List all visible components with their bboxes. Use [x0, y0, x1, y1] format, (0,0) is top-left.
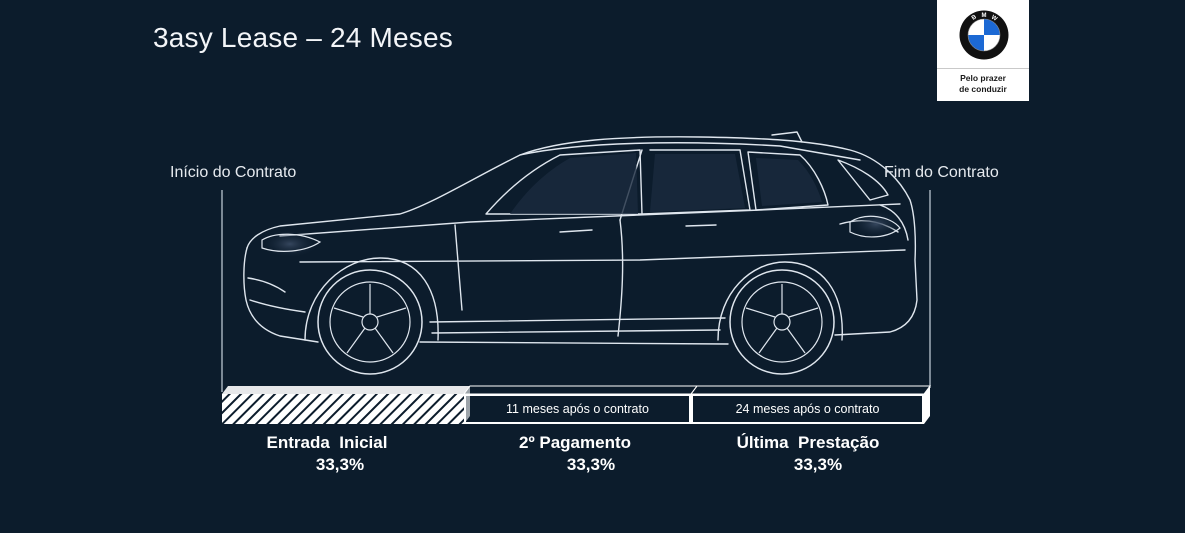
car-windows	[510, 153, 822, 214]
bmw-logo: B M W Pelo prazer de conduzir	[937, 0, 1029, 101]
svg-text:B: B	[971, 14, 978, 22]
front-wheel	[317, 269, 423, 375]
rear-wheel	[729, 269, 835, 375]
brand-tagline: Pelo prazer de conduzir	[937, 73, 1029, 95]
segment-initial-hatched	[222, 394, 464, 424]
car-body-outline	[243, 131, 918, 345]
svg-text:W: W	[990, 15, 998, 23]
initial-payment-value: 33,3%	[315, 455, 365, 474]
second-payment-label: 2º Pagamento	[518, 433, 632, 452]
payment-timeline-bar	[222, 385, 931, 424]
initial-payment-label: Entrada Inicial	[266, 433, 388, 452]
contract-start-label: Início do Contrato	[170, 164, 297, 181]
second-payment-caption: 11 meses após o contrato	[506, 402, 649, 416]
final-payment-caption: 24 meses após o contrato	[735, 402, 880, 416]
second-payment-value: 33,3%	[566, 455, 616, 474]
final-payment-value: 33,3%	[793, 455, 843, 474]
bmw-roundel-icon: B M W	[959, 10, 1009, 60]
page-title: 3asy Lease – 24 Meses	[153, 22, 453, 53]
svg-text:M: M	[982, 13, 987, 19]
contract-end-label: Fim do Contrato	[884, 164, 999, 181]
final-payment-label: Última Prestação	[736, 433, 880, 452]
tagline-line-2: de conduzir	[959, 84, 1007, 94]
taillight	[850, 210, 902, 238]
tagline-line-1: Pelo prazer	[960, 73, 1006, 83]
logo-divider	[937, 68, 1029, 69]
